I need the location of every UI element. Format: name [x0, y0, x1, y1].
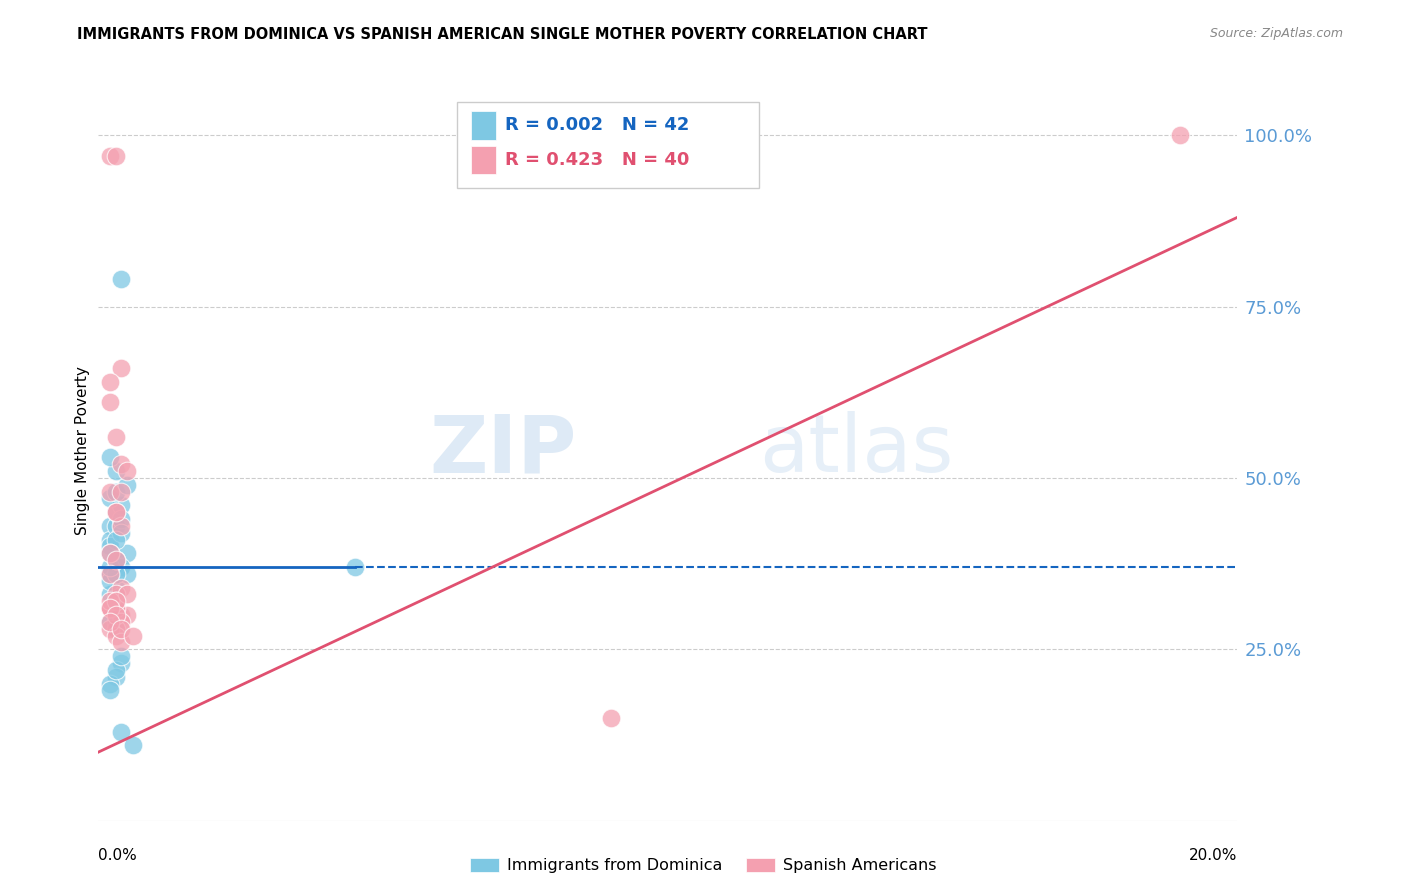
Point: [121, 738, 143, 752]
Point: [110, 615, 132, 629]
FancyBboxPatch shape: [471, 112, 496, 139]
Point: [115, 464, 138, 478]
Y-axis label: Single Mother Poverty: Single Mother Poverty: [75, 366, 90, 535]
Point: [115, 566, 138, 581]
Text: ZIP: ZIP: [429, 411, 576, 490]
Point: [104, 484, 127, 499]
Text: IMMIGRANTS FROM DOMINICA VS SPANISH AMERICAN SINGLE MOTHER POVERTY CORRELATION C: IMMIGRANTS FROM DOMINICA VS SPANISH AMER…: [77, 27, 928, 42]
Text: 0.0%: 0.0%: [98, 848, 138, 863]
Point: [98, 601, 121, 615]
Point: [98, 450, 121, 465]
Point: [98, 574, 121, 588]
Point: [110, 457, 132, 471]
Point: [98, 601, 121, 615]
Point: [98, 566, 121, 581]
Point: [104, 594, 127, 608]
Point: [98, 587, 121, 601]
Point: [115, 477, 138, 491]
Point: [115, 607, 138, 622]
Point: [98, 519, 121, 533]
Point: [98, 615, 121, 629]
Point: [98, 594, 121, 608]
Point: [104, 553, 127, 567]
Point: [104, 505, 127, 519]
Point: [104, 430, 127, 444]
Point: [104, 566, 127, 581]
Point: [98, 375, 121, 389]
Point: [98, 615, 121, 629]
Point: [98, 149, 121, 163]
Text: R = 0.423   N = 40: R = 0.423 N = 40: [505, 152, 689, 169]
Point: [104, 622, 127, 636]
Point: [104, 594, 127, 608]
Point: [110, 607, 132, 622]
Point: [115, 546, 138, 560]
Point: [98, 622, 121, 636]
FancyBboxPatch shape: [471, 146, 496, 174]
Point: [104, 601, 127, 615]
Point: [98, 546, 121, 560]
Point: [104, 615, 127, 629]
Point: [98, 683, 121, 698]
Point: [110, 519, 132, 533]
Point: [104, 581, 127, 595]
Point: [98, 484, 121, 499]
Point: [110, 635, 132, 649]
Point: [110, 581, 132, 595]
Point: [110, 560, 132, 574]
Point: [104, 553, 127, 567]
Point: [98, 546, 121, 560]
Point: [104, 533, 127, 547]
FancyBboxPatch shape: [457, 103, 759, 187]
Point: [104, 505, 127, 519]
Point: [104, 519, 127, 533]
Point: [98, 533, 121, 547]
Point: [104, 587, 127, 601]
Point: [110, 484, 132, 499]
Point: [98, 601, 121, 615]
Point: [115, 587, 138, 601]
Point: [104, 553, 127, 567]
Point: [104, 628, 127, 642]
Point: [98, 540, 121, 554]
Text: atlas: atlas: [759, 411, 953, 490]
Legend: Immigrants from Dominica, Spanish Americans: Immigrants from Dominica, Spanish Americ…: [464, 851, 942, 880]
Point: [104, 149, 127, 163]
Point: [98, 601, 121, 615]
Point: [1170, 128, 1192, 142]
Point: [110, 560, 132, 574]
Point: [98, 560, 121, 574]
Point: [104, 622, 127, 636]
Point: [98, 676, 121, 690]
Point: [104, 464, 127, 478]
Point: [600, 711, 623, 725]
Point: [98, 395, 121, 409]
Point: [110, 498, 132, 512]
Point: [104, 601, 127, 615]
Text: 20.0%: 20.0%: [1189, 848, 1237, 863]
Point: [104, 607, 127, 622]
Text: Source: ZipAtlas.com: Source: ZipAtlas.com: [1209, 27, 1343, 40]
Point: [110, 361, 132, 376]
Point: [110, 512, 132, 526]
Point: [110, 656, 132, 670]
Point: [343, 560, 366, 574]
Point: [110, 622, 132, 636]
Point: [98, 491, 121, 506]
Point: [104, 670, 127, 684]
Point: [98, 566, 121, 581]
Point: [110, 649, 132, 664]
Point: [104, 663, 127, 677]
Point: [110, 525, 132, 540]
Text: R = 0.002   N = 42: R = 0.002 N = 42: [505, 117, 689, 135]
Point: [110, 724, 132, 739]
Point: [110, 272, 132, 286]
Point: [121, 628, 143, 642]
Point: [104, 505, 127, 519]
Point: [98, 566, 121, 581]
